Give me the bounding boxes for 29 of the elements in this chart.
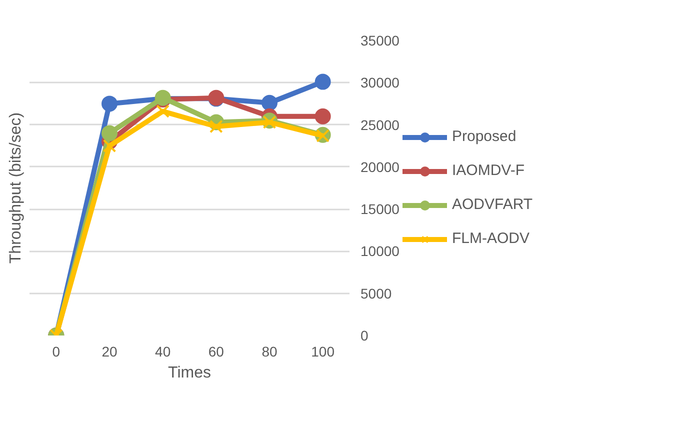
y-tick-label: 5000 <box>360 285 392 302</box>
point <box>102 125 118 142</box>
x-tick-label: 20 <box>102 344 118 360</box>
y-tick-label: 25000 <box>360 116 400 133</box>
point <box>210 120 223 134</box>
x-tick-label: 0 <box>52 344 60 360</box>
legend-label: Proposed <box>452 128 516 145</box>
y-tick-label: 35000 <box>360 32 400 48</box>
x-tick-label: 40 <box>155 344 171 360</box>
point <box>102 139 116 153</box>
y-axis-title: Throughput (bits/sec) <box>8 112 24 264</box>
point <box>102 96 118 112</box>
point <box>156 104 170 118</box>
y-tick-label: 10000 <box>360 243 400 260</box>
point <box>314 108 331 124</box>
point <box>314 74 331 90</box>
y-tick-label: 20000 <box>360 158 400 175</box>
x-tick-label: 100 <box>311 344 335 360</box>
y-tick-label: 30000 <box>360 74 400 91</box>
y-tick-label: 0 <box>360 328 368 344</box>
x-tick-label: 60 <box>208 344 224 360</box>
x-axis-title: Times <box>168 364 211 382</box>
y-tick-label: 15000 <box>360 201 400 218</box>
legend-label: AODVFART <box>452 196 533 213</box>
point <box>262 94 278 111</box>
legend-label: FLM-AODV <box>452 230 530 247</box>
x-tick-label: 80 <box>262 344 278 360</box>
legend-label: IAOMDV-F <box>452 162 525 179</box>
point <box>262 116 276 129</box>
